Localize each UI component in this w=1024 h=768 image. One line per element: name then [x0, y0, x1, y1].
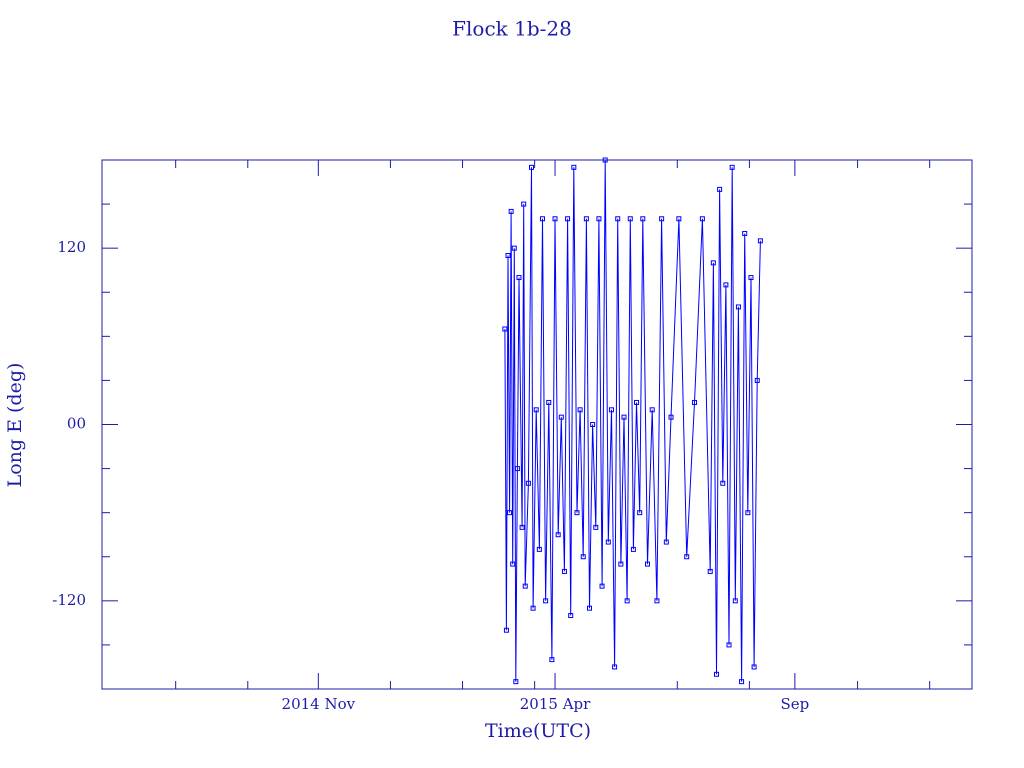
data-marker	[618, 561, 624, 567]
data-marker	[516, 275, 522, 281]
x-tick-label: Sep	[780, 695, 809, 713]
data-marker	[640, 216, 646, 222]
data-marker	[634, 399, 640, 405]
data-marker	[580, 554, 586, 560]
data-marker	[558, 414, 564, 420]
data-marker	[717, 186, 723, 192]
x-tick-label: 2015 Apr	[520, 695, 591, 713]
data-marker	[732, 598, 738, 604]
data-marker	[748, 275, 754, 281]
data-marker	[583, 216, 589, 222]
data-marker	[521, 201, 527, 207]
data-marker	[668, 414, 674, 420]
data-marker	[502, 326, 508, 332]
data-marker	[676, 216, 682, 222]
data-marker	[555, 532, 561, 538]
y-tick-label: -120	[52, 591, 86, 609]
data-marker	[739, 679, 745, 685]
data-marker	[505, 253, 511, 259]
data-marker	[726, 642, 732, 648]
data-marker	[729, 164, 735, 170]
data-marker	[546, 399, 552, 405]
data-marker	[508, 208, 514, 214]
data-marker	[630, 546, 636, 552]
data-marker	[507, 510, 513, 516]
data-marker	[645, 561, 651, 567]
data-marker	[568, 613, 574, 619]
data-marker	[649, 407, 655, 413]
data-marker	[549, 657, 555, 663]
data-marker	[533, 407, 539, 413]
x-tick-label: 2014 Nov	[282, 695, 356, 713]
data-marker	[621, 414, 627, 420]
data-marker	[754, 377, 760, 383]
data-marker	[751, 664, 757, 670]
data-marker	[510, 561, 516, 567]
data-marker	[565, 216, 571, 222]
data-marker	[536, 546, 542, 552]
data-marker	[627, 216, 633, 222]
data-marker	[513, 679, 519, 685]
data-marker	[699, 216, 705, 222]
data-marker	[577, 407, 583, 413]
data-marker	[605, 539, 611, 545]
data-marker	[615, 216, 621, 222]
data-line	[504, 159, 761, 682]
data-marker	[637, 510, 643, 516]
data-marker	[757, 238, 763, 244]
data-marker	[707, 568, 713, 574]
data-marker	[663, 539, 669, 545]
data-marker	[710, 260, 716, 266]
data-marker	[612, 664, 618, 670]
x-axis-label: Time(UTC)	[485, 720, 591, 742]
data-marker	[692, 399, 698, 405]
data-marker	[522, 583, 528, 589]
data-marker	[713, 671, 719, 677]
data-marker	[525, 480, 531, 486]
y-tick-label: 00	[67, 415, 86, 433]
data-marker	[574, 510, 580, 516]
data-marker	[659, 216, 665, 222]
data-marker	[561, 568, 567, 574]
data-marker	[720, 480, 726, 486]
data-marker	[624, 598, 630, 604]
chart-title: Flock 1b-28	[452, 17, 572, 41]
data-marker	[590, 422, 596, 427]
data-marker	[529, 164, 535, 170]
data-marker	[602, 157, 608, 163]
y-tick-label: 120	[57, 238, 86, 256]
data-marker	[552, 216, 558, 222]
data-marker	[511, 245, 517, 251]
data-marker	[654, 598, 660, 604]
data-marker	[745, 510, 751, 516]
data-marker	[735, 304, 741, 310]
data-marker	[593, 524, 599, 530]
data-marker	[514, 466, 520, 472]
data-marker	[503, 627, 509, 633]
data-marker	[587, 605, 593, 611]
data-marker	[723, 282, 729, 288]
data-marker	[530, 605, 536, 611]
data-marker	[608, 407, 614, 413]
data-marker	[742, 230, 748, 236]
y-axis-label: Long E (deg)	[4, 363, 26, 488]
data-marker	[596, 216, 602, 222]
data-marker	[539, 216, 545, 222]
data-marker	[599, 583, 605, 589]
data-marker	[543, 598, 549, 604]
data-marker	[519, 524, 525, 530]
data-marker	[571, 164, 577, 170]
data-marker	[684, 554, 690, 560]
